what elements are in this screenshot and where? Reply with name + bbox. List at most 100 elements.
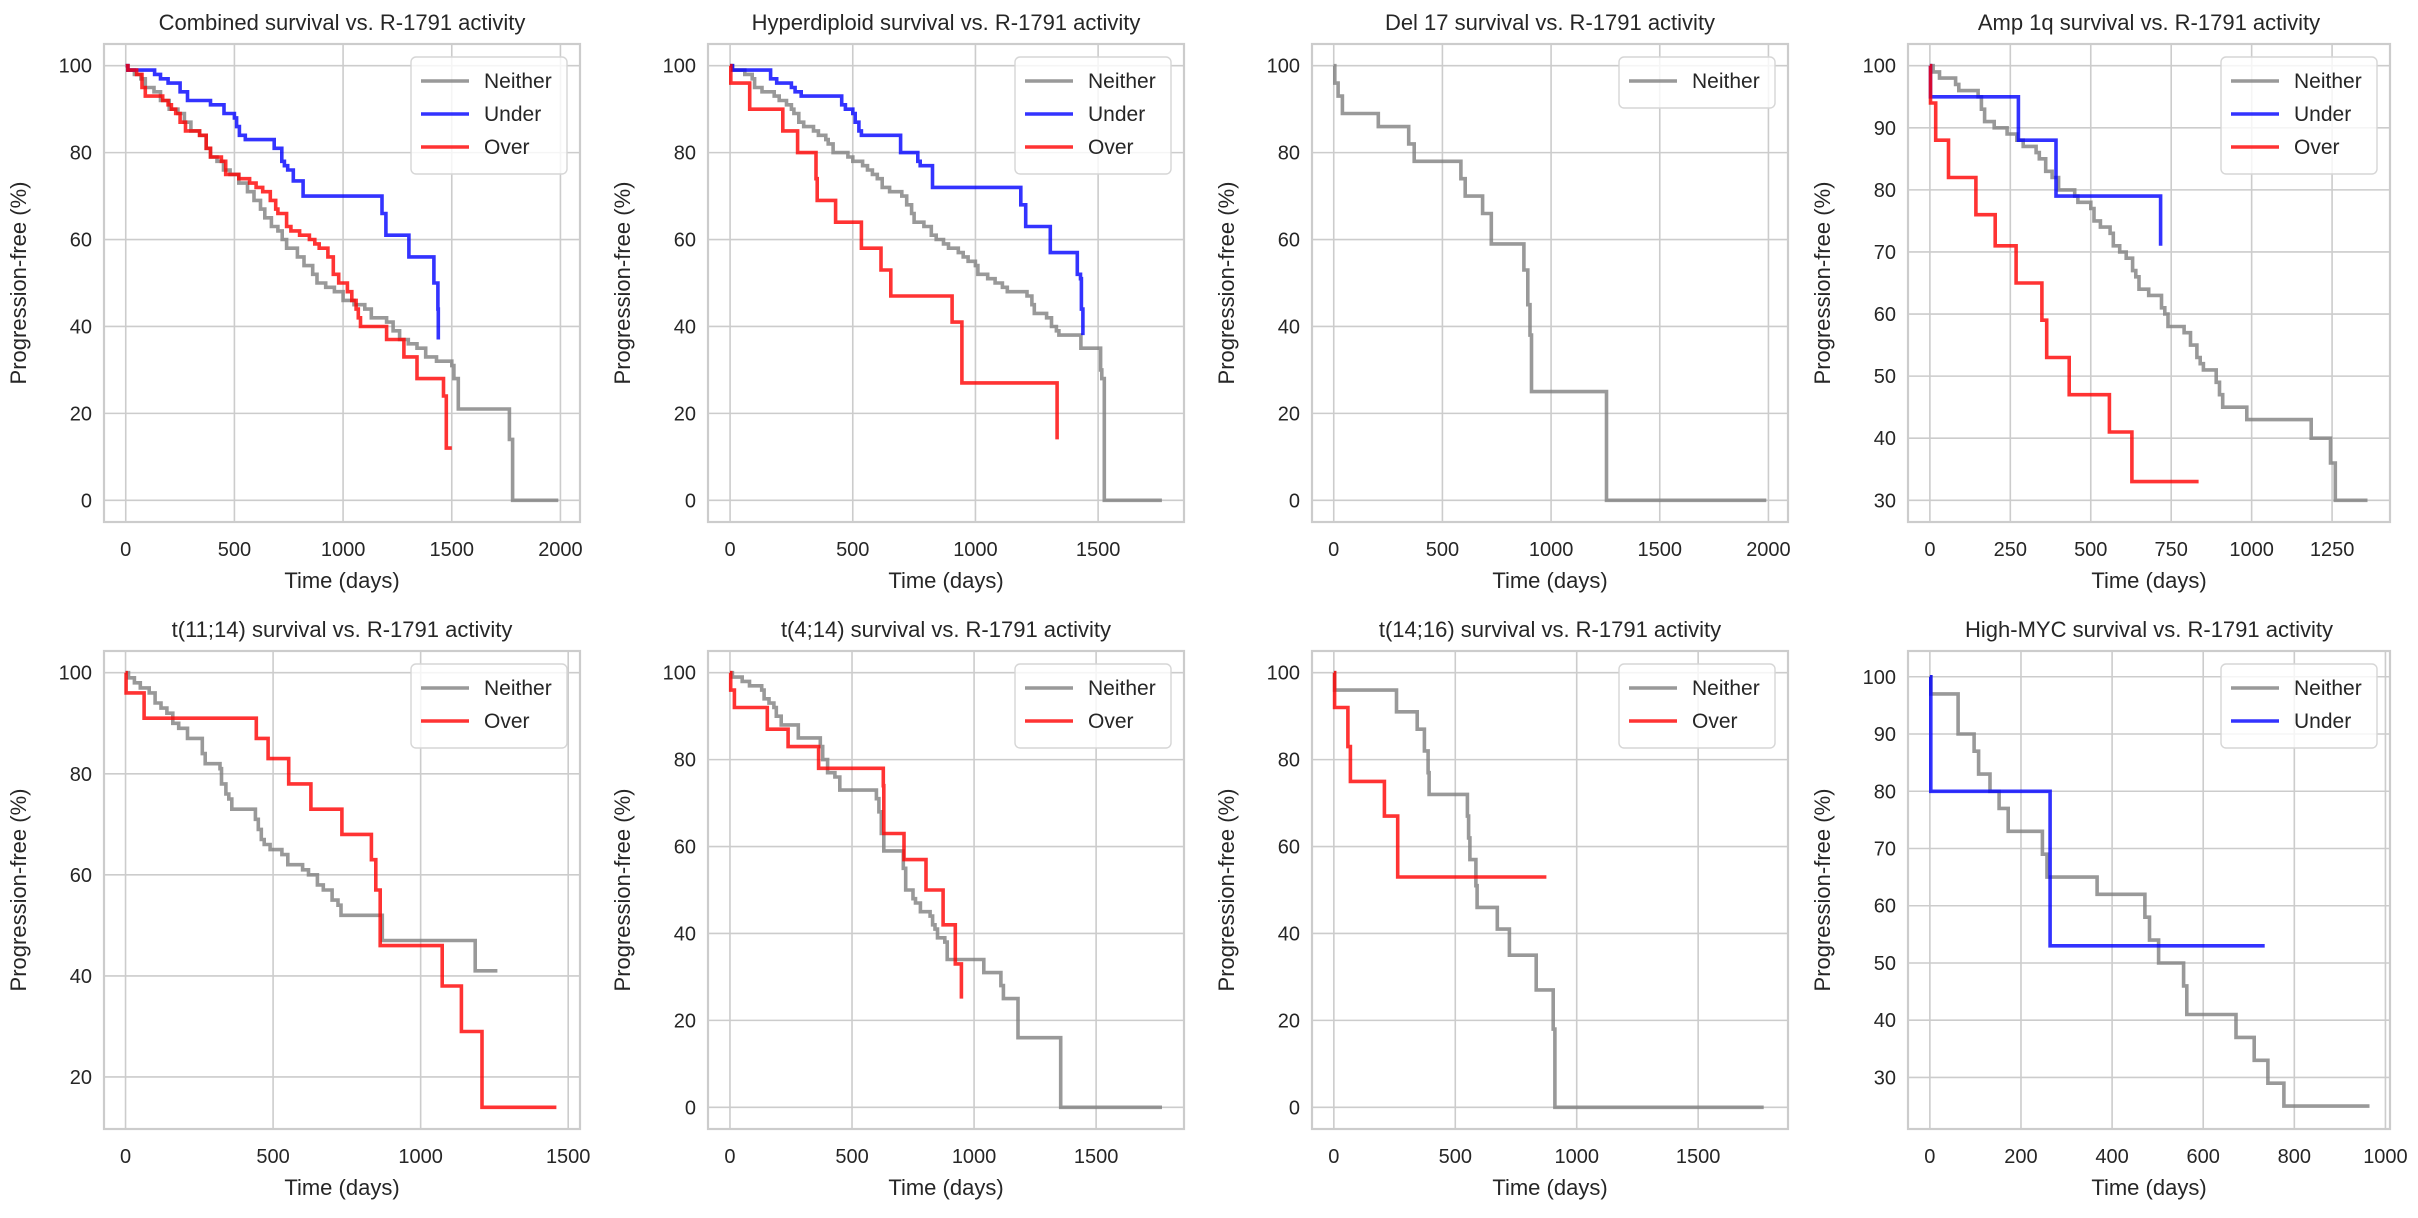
y-tick-label: 40	[1278, 316, 1300, 338]
chart-title: Del 17 survival vs. R-1791 activity	[1385, 10, 1715, 35]
y-tick-label: 40	[70, 316, 92, 338]
y-tick-label: 100	[1863, 56, 1896, 78]
series-line-over	[124, 670, 557, 1110]
x-tick-label: 500	[835, 1146, 868, 1168]
x-axis-label: Time (days)	[888, 1175, 1003, 1200]
y-tick-label: 30	[1874, 1067, 1896, 1089]
y-tick-label: 80	[674, 750, 696, 772]
x-tick-label: 1000	[1554, 1146, 1599, 1168]
y-tick-label: 100	[1267, 56, 1300, 78]
x-tick-label: 1500	[1638, 539, 1683, 561]
y-tick-label: 70	[1874, 838, 1896, 860]
chart-title: t(11;14) survival vs. R-1791 activity	[172, 617, 513, 642]
legend-label-under: Under	[2294, 103, 2351, 126]
series-line-neither	[1929, 675, 2370, 1108]
x-tick-label: 1000	[1529, 539, 1574, 561]
chart-title: t(4;14) survival vs. R-1791 activity	[781, 617, 1111, 642]
legend-label-neither: Neither	[1692, 677, 1760, 700]
legend-label-over: Over	[1692, 710, 1738, 733]
y-tick-label: 100	[59, 56, 92, 78]
y-tick-label: 70	[1874, 242, 1896, 264]
x-axis-label: Time (days)	[284, 568, 399, 593]
y-tick-label: 80	[70, 764, 92, 786]
legend-label-neither: Neither	[1088, 677, 1156, 700]
y-tick-label: 20	[70, 403, 92, 425]
panel-4: 0 250 500 750 1000 1250 30 40 50 60 70 80 90 100 Amp 1…	[1810, 10, 2392, 593]
chart-title: High-MYC survival vs. R-1791 activity	[1965, 617, 2333, 642]
series-line-neither	[1333, 63, 1767, 503]
x-tick-label: 750	[2155, 539, 2188, 561]
x-axis-label: Time (days)	[1492, 1175, 1607, 1200]
x-tick-label: 2000	[1746, 539, 1791, 561]
y-tick-label: 0	[1289, 490, 1300, 512]
x-axis-label: Time (days)	[1492, 568, 1607, 593]
y-tick-label: 100	[59, 663, 92, 685]
x-tick-label: 400	[2095, 1146, 2128, 1168]
plot-frame	[1310, 649, 1790, 1131]
x-tick-label: 1000	[398, 1146, 443, 1168]
y-axis-label: Progression-free (%)	[6, 182, 31, 385]
legend: Neither Under Over	[410, 56, 568, 175]
x-tick-label: 0	[1328, 1146, 1339, 1168]
y-tick-label: 100	[663, 56, 696, 78]
y-tick-label: 60	[70, 865, 92, 887]
chart-title: Combined survival vs. R-1791 activity	[159, 10, 526, 35]
y-tick-label: 40	[1278, 923, 1300, 945]
y-axis-label: Progression-free (%)	[1214, 182, 1239, 385]
series-line-under	[125, 63, 441, 340]
y-tick-label: 80	[1874, 180, 1896, 202]
x-tick-label: 1000	[952, 1146, 997, 1168]
y-axis-label: Progression-free (%)	[610, 789, 635, 992]
x-axis-label: Time (days)	[2091, 568, 2206, 593]
legend-box	[410, 56, 568, 175]
y-axis-label: Progression-free (%)	[610, 182, 635, 385]
legend-box	[1014, 663, 1172, 749]
series-line-under	[730, 63, 1085, 336]
x-tick-label: 0	[120, 539, 131, 561]
legend: Neither Under Over	[1014, 56, 1172, 175]
x-tick-label: 0	[1924, 1146, 1935, 1168]
legend-label-under: Under	[2294, 710, 2351, 733]
x-tick-label: 1500	[430, 539, 475, 561]
panel-3: 0 500 1000 1500 2000 0 20 40 60 80 100 Del 17 survi…	[1214, 10, 1791, 593]
y-tick-label: 60	[1278, 230, 1300, 252]
x-tick-label: 250	[1994, 539, 2027, 561]
x-tick-label: 1500	[546, 1146, 591, 1168]
y-tick-label: 0	[1289, 1097, 1300, 1119]
y-tick-label: 80	[674, 143, 696, 165]
x-tick-label: 500	[1426, 539, 1459, 561]
x-axis-label: Time (days)	[888, 568, 1003, 593]
legend: Neither	[1618, 56, 1776, 109]
y-tick-label: 30	[1874, 490, 1896, 512]
legend-box	[1618, 56, 1776, 109]
legend-label-neither: Neither	[2294, 677, 2362, 700]
y-tick-label: 90	[1874, 724, 1896, 746]
series-line-over	[729, 63, 1059, 440]
x-tick-label: 200	[2004, 1146, 2037, 1168]
series-line-neither	[125, 670, 498, 973]
panel-2: 0 500 1000 1500 0 20 40 60 80 100 Hyperdiploid sur…	[610, 10, 1186, 593]
x-tick-label: 500	[1439, 1146, 1472, 1168]
legend-label-neither: Neither	[1692, 70, 1760, 93]
y-tick-label: 20	[674, 1010, 696, 1032]
y-tick-label: 40	[1874, 428, 1896, 450]
y-tick-label: 50	[1874, 953, 1896, 975]
series-line-over	[125, 63, 452, 450]
series-line-neither	[1929, 63, 2368, 503]
legend-label-neither: Neither	[2294, 70, 2362, 93]
y-tick-label: 80	[70, 143, 92, 165]
x-tick-label: 0	[1924, 539, 1935, 561]
y-tick-label: 40	[674, 316, 696, 338]
legend: Neither Over	[1618, 663, 1776, 749]
x-tick-label: 1250	[2310, 539, 2355, 561]
y-tick-label: 60	[1874, 896, 1896, 918]
series-line-neither	[730, 63, 1162, 503]
legend: Neither Under Over	[2220, 56, 2378, 175]
legend: Neither Over	[1014, 663, 1172, 749]
y-tick-label: 80	[1874, 781, 1896, 803]
x-tick-label: 1500	[1076, 539, 1121, 561]
x-axis-label: Time (days)	[2091, 1175, 2206, 1200]
plot-frame	[1906, 649, 2392, 1131]
legend: Neither Under	[2220, 663, 2378, 749]
